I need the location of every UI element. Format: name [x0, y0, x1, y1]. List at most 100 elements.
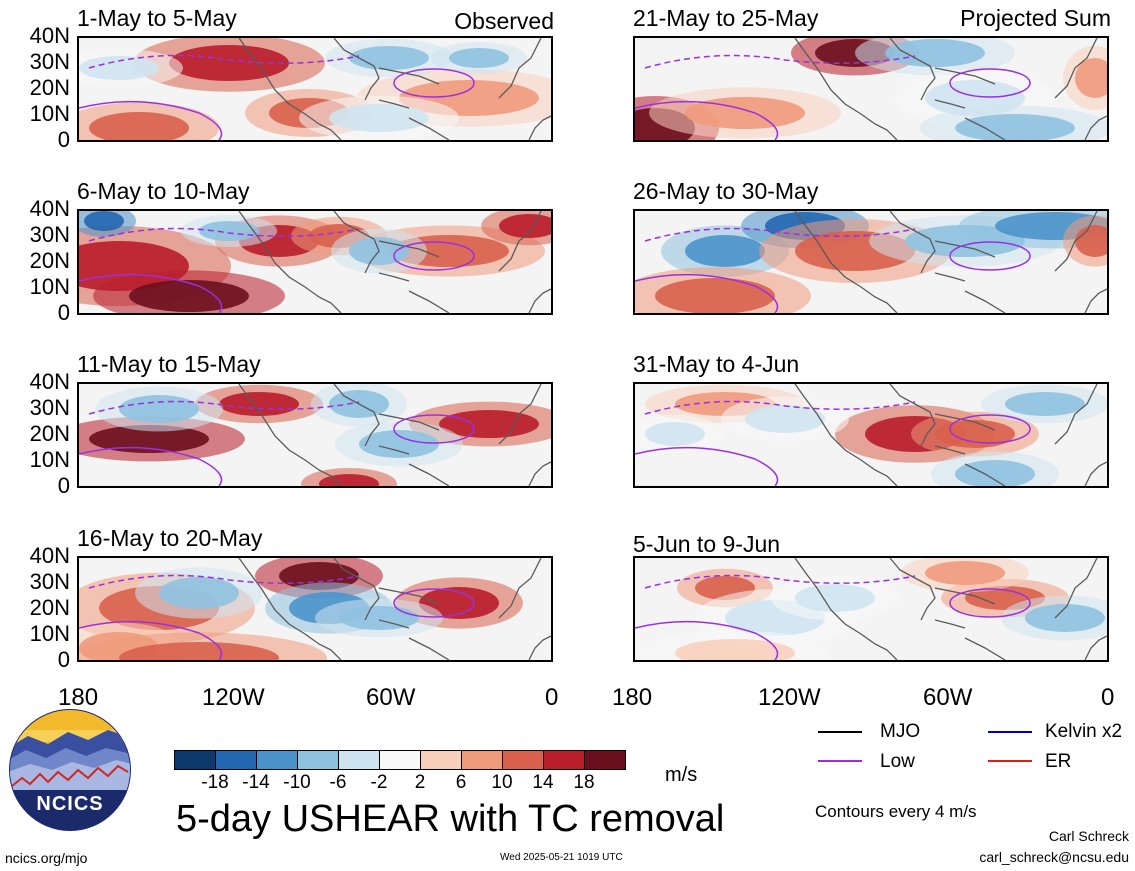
y-tick-label: 10N [29, 101, 70, 126]
shear-anomaly-blob [119, 642, 279, 660]
y-tick-label: 0 [57, 473, 70, 498]
shear-anomaly-blob [349, 46, 429, 70]
shear-anomaly-blob [339, 606, 419, 630]
low-contour-dashed [644, 400, 916, 415]
coastline [238, 558, 551, 660]
y-tick-label: 40N [29, 369, 70, 394]
low-contour [635, 273, 779, 313]
shear-anomaly-blob [675, 639, 795, 660]
shear-anomaly-blob [1075, 58, 1107, 98]
timestamp-text: Wed 2025-05-21 1019 UTC [500, 852, 623, 863]
map-panel-6 [633, 209, 1109, 315]
contours-note: Contours every 4 m/s [815, 802, 977, 821]
low-contour [79, 273, 223, 313]
low-contour [79, 620, 223, 660]
url-text: ncics.org/mjo [5, 850, 88, 866]
shear-anomaly-blob [159, 577, 239, 609]
colorbar-label: 10 [491, 772, 513, 793]
y-tick-label: 20N [29, 421, 70, 446]
colorbar-swatch [461, 750, 503, 770]
colorbar-label: -6 [329, 772, 347, 793]
shear-anomaly-blob [955, 460, 1035, 486]
shear-anomaly-blob [119, 395, 199, 423]
y-tick-label: 40N [29, 23, 70, 48]
legend-line-mjo [818, 731, 862, 733]
low-contour [393, 588, 475, 618]
y-tick-label: 20N [29, 248, 70, 273]
shear-anomaly-blob [1005, 392, 1085, 416]
y-tick-label: 10N [29, 621, 70, 646]
author-text: Carl Schreck [1048, 828, 1129, 844]
low-contour [393, 414, 475, 444]
main-title: 5-day USHEAR with TC removal [176, 798, 725, 840]
y-tick-label: 30N [29, 395, 70, 420]
shear-anomaly-blob [199, 221, 259, 241]
y-tick-label: 10N [29, 274, 70, 299]
coastline [794, 211, 1107, 313]
colorbar-swatch [256, 750, 298, 770]
panel-title-8: 5-Jun to 9-Jun [633, 531, 781, 557]
shear-anomaly-blob [439, 410, 539, 438]
legend-label-mjo: MJO [880, 721, 921, 742]
shear-anomaly-blob [319, 474, 379, 486]
map-panel-7-canvas [635, 384, 1107, 486]
shear-anomaly-blob [925, 561, 1005, 585]
shear-anomaly-blob [84, 211, 124, 231]
y-tick-label: 20N [29, 595, 70, 620]
shear-anomaly-blob [685, 97, 805, 129]
y-tick-label: 20N [29, 75, 70, 100]
shear-anomaly-blob [685, 235, 765, 267]
map-panel-5 [633, 36, 1109, 142]
shear-anomaly-blob [89, 112, 189, 140]
low-contour-dashed [88, 54, 360, 69]
y-tick-label: 0 [57, 647, 70, 672]
shear-anomaly-blob [499, 214, 551, 238]
y-tick-label: 10N [29, 447, 70, 472]
colorbar-swatch [420, 750, 462, 770]
low-contour [949, 588, 1031, 618]
map-panel-7 [633, 382, 1109, 488]
shear-anomaly-blob [449, 48, 509, 68]
panel-title-3: 11-May to 15-May [77, 351, 261, 377]
colorbar-label: 6 [455, 772, 467, 793]
x-tick-180-left: 180 [58, 684, 99, 711]
low-contour [79, 446, 223, 486]
low-contour [393, 68, 475, 98]
low-contour-dashed [644, 227, 916, 242]
coastline [238, 384, 551, 486]
coastline [794, 558, 1107, 660]
shear-anomaly-blob [79, 56, 159, 80]
colorbar-swatch [502, 750, 544, 770]
shear-anomaly-blob [359, 430, 439, 458]
y-tick-label: 40N [29, 196, 70, 221]
colorbar-label: -2 [370, 772, 388, 793]
colorbar-swatch [297, 750, 339, 770]
shear-anomaly-blob [955, 114, 1075, 140]
x-tick-120w-left: 120W [202, 684, 265, 711]
x-tick-60w-left: 60W [366, 684, 416, 711]
map-panel-2 [77, 209, 553, 315]
email-text: carl_schreck@ncsu.edu [979, 849, 1129, 865]
shear-anomaly-blob [129, 280, 249, 312]
shear-anomaly-blob [885, 39, 985, 67]
x-tick-180-right: 180 [612, 684, 653, 711]
panel-title-4: 16-May to 20-May [77, 525, 263, 551]
x-tick-120w-right: 120W [758, 684, 821, 711]
map-panel-6-canvas [635, 211, 1107, 313]
legend-label-kelvin: Kelvin x2 [1045, 721, 1123, 742]
colorbar-swatch [584, 750, 626, 770]
low-contour-dashed [644, 54, 916, 69]
panel-title-7: 31-May to 4-Jun [633, 351, 800, 377]
legend-label-er: ER [1045, 751, 1072, 772]
map-panel-3-canvas [79, 384, 551, 486]
map-panel-8-canvas [635, 558, 1107, 660]
map-panel-1 [77, 36, 553, 142]
shear-anomaly-blob [329, 104, 429, 132]
low-contour [949, 68, 1031, 98]
projected-sum-label: Projected Sum [960, 5, 1111, 31]
map-panel-1-canvas [79, 38, 551, 140]
y-tick-label: 0 [57, 300, 70, 325]
shear-anomaly-blob [1075, 225, 1107, 257]
y-tick-label: 30N [29, 49, 70, 74]
panel-title-1: 1-May to 5-May [77, 5, 237, 31]
